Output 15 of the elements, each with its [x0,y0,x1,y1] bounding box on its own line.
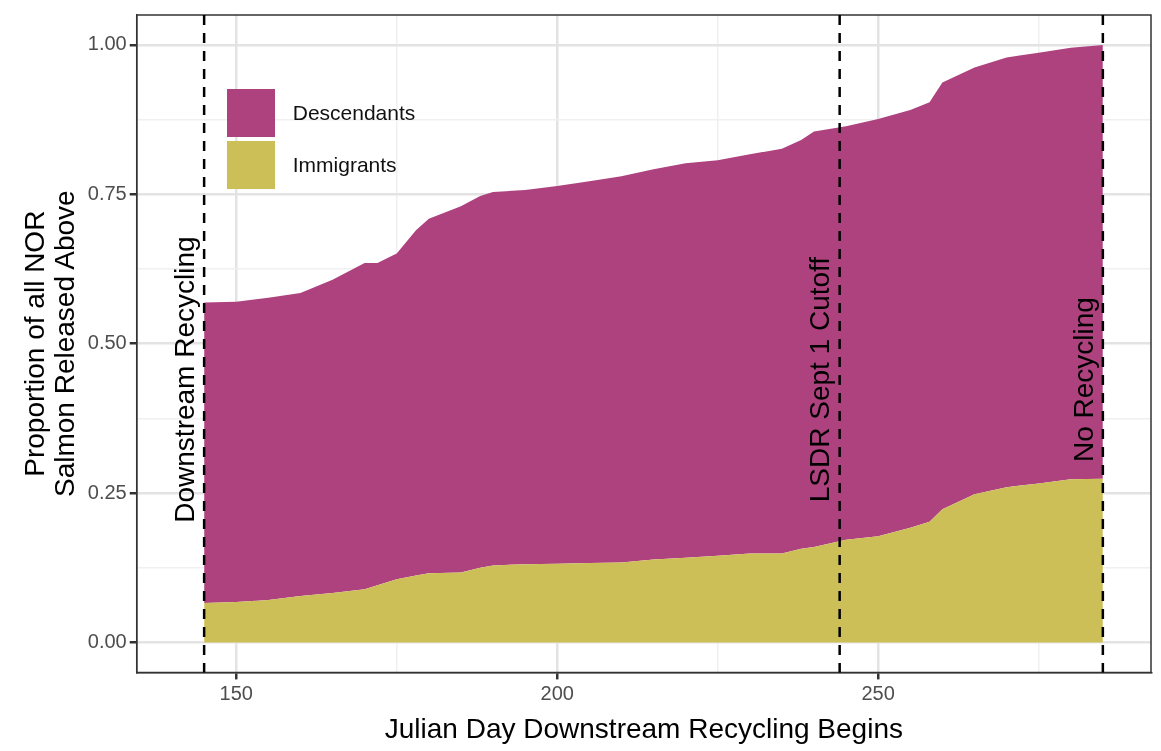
y-tick-label: 0.25 [87,480,127,503]
y-tick-label: 0.00 [87,630,127,653]
ref-line-label: LSDR Sept 1 Cutoff [804,256,836,503]
ref-line-label: Downstream Recycling [168,236,200,523]
x-tick-label: 150 [219,681,253,704]
y-tick-label: 0.50 [87,331,127,354]
y-axis-title: Proportion of all NOR Salmon Released Above [19,190,80,498]
x-axis-title: Julian Day Downstream Recycling Begins [384,712,903,744]
x-tick-label: 250 [861,681,895,704]
legend-label: Immigrants [292,153,397,177]
legend-label: Descendants [292,101,416,125]
x-tick-label: 200 [540,681,574,704]
ref-line-label: No Recycling [1067,297,1099,463]
y-tick-label: 0.75 [87,181,127,204]
y-tick-label: 1.00 [87,32,127,55]
